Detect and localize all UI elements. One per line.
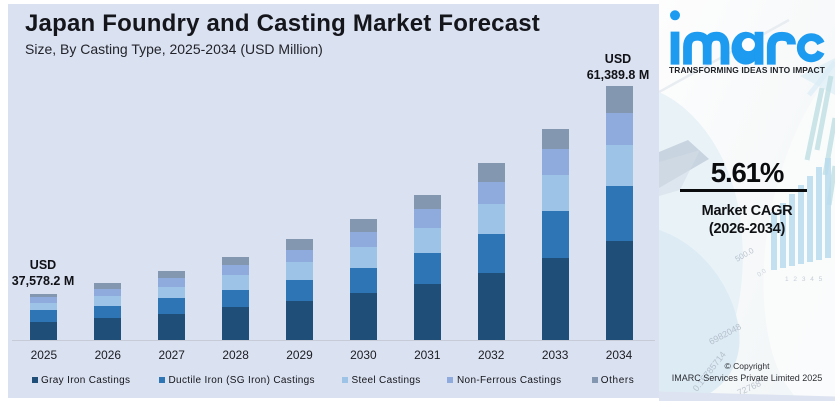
svg-text:1 2 3 4 5: 1 2 3 4 5: [785, 276, 824, 283]
svg-text:0.0: 0.0: [756, 268, 768, 279]
